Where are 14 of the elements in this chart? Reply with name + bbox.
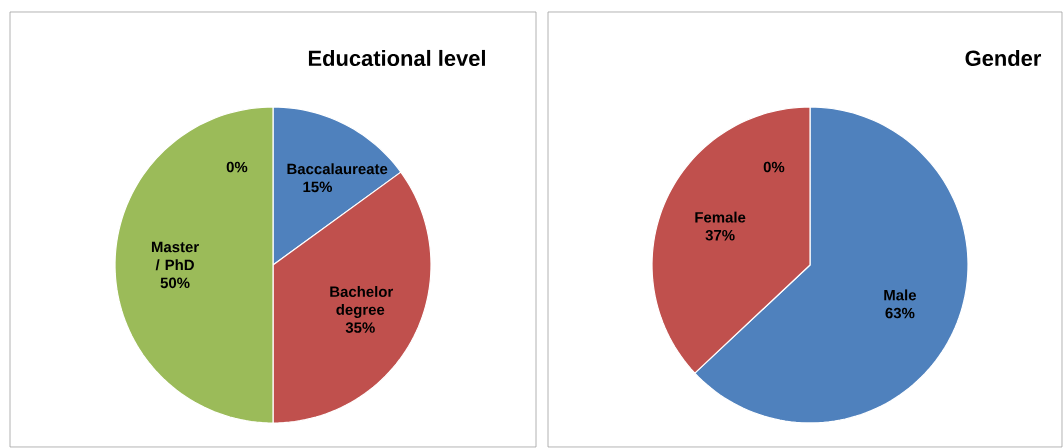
data-label: 37% <box>705 229 735 241</box>
slice-label: Bachelor degree <box>330 286 394 318</box>
slice-label: Female <box>695 211 746 223</box>
text: 0% <box>763 161 785 173</box>
data-label: 15% <box>303 181 333 193</box>
chart-title: Educational level <box>308 49 485 67</box>
slice-label: Baccalaureate <box>287 163 388 175</box>
chart-title: Gender <box>965 49 1042 67</box>
data-label: 63% <box>885 307 915 319</box>
data-label: 35% <box>345 322 375 333</box>
slice-label: Male <box>884 289 917 301</box>
data-label: 50% <box>160 277 190 289</box>
slice-label: Master / PhD <box>151 241 199 271</box>
text: 0% <box>226 161 248 173</box>
